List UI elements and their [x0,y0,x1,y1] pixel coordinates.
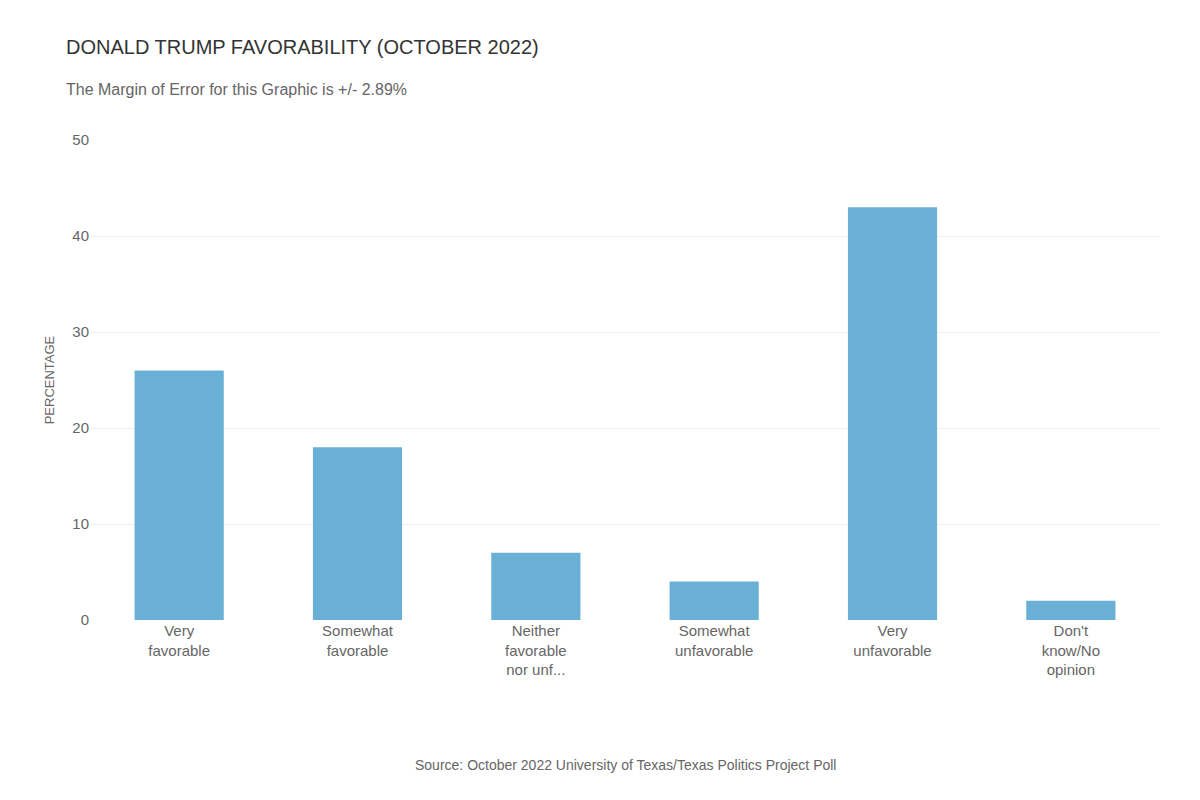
svg-text:20: 20 [72,419,89,436]
svg-text:Veryunfavorable: Veryunfavorable [853,622,931,659]
svg-text:Veryfavorable: Veryfavorable [148,622,210,659]
svg-text:The Margin of Error for this G: The Margin of Error for this Graphic is … [66,81,407,98]
svg-text:Somewhatunfavorable: Somewhatunfavorable [675,622,753,659]
svg-text:0: 0 [81,611,89,628]
svg-text:Neitherfavorablenor unf...: Neitherfavorablenor unf... [505,622,567,678]
svg-text:10: 10 [72,515,89,532]
svg-text:Don'tknow/Noopinion: Don'tknow/Noopinion [1042,622,1100,678]
svg-text:Somewhatfavorable: Somewhatfavorable [322,622,394,659]
svg-text:DONALD TRUMP FAVORABILITY (OCT: DONALD TRUMP FAVORABILITY (OCTOBER 2022) [66,36,539,58]
svg-text:PERCENTAGE: PERCENTAGE [42,335,57,424]
svg-text:30: 30 [72,323,89,340]
svg-text:40: 40 [72,227,89,244]
svg-text:Source: October 2022 Universit: Source: October 2022 University of Texas… [415,757,836,773]
svg-text:50: 50 [72,131,89,148]
